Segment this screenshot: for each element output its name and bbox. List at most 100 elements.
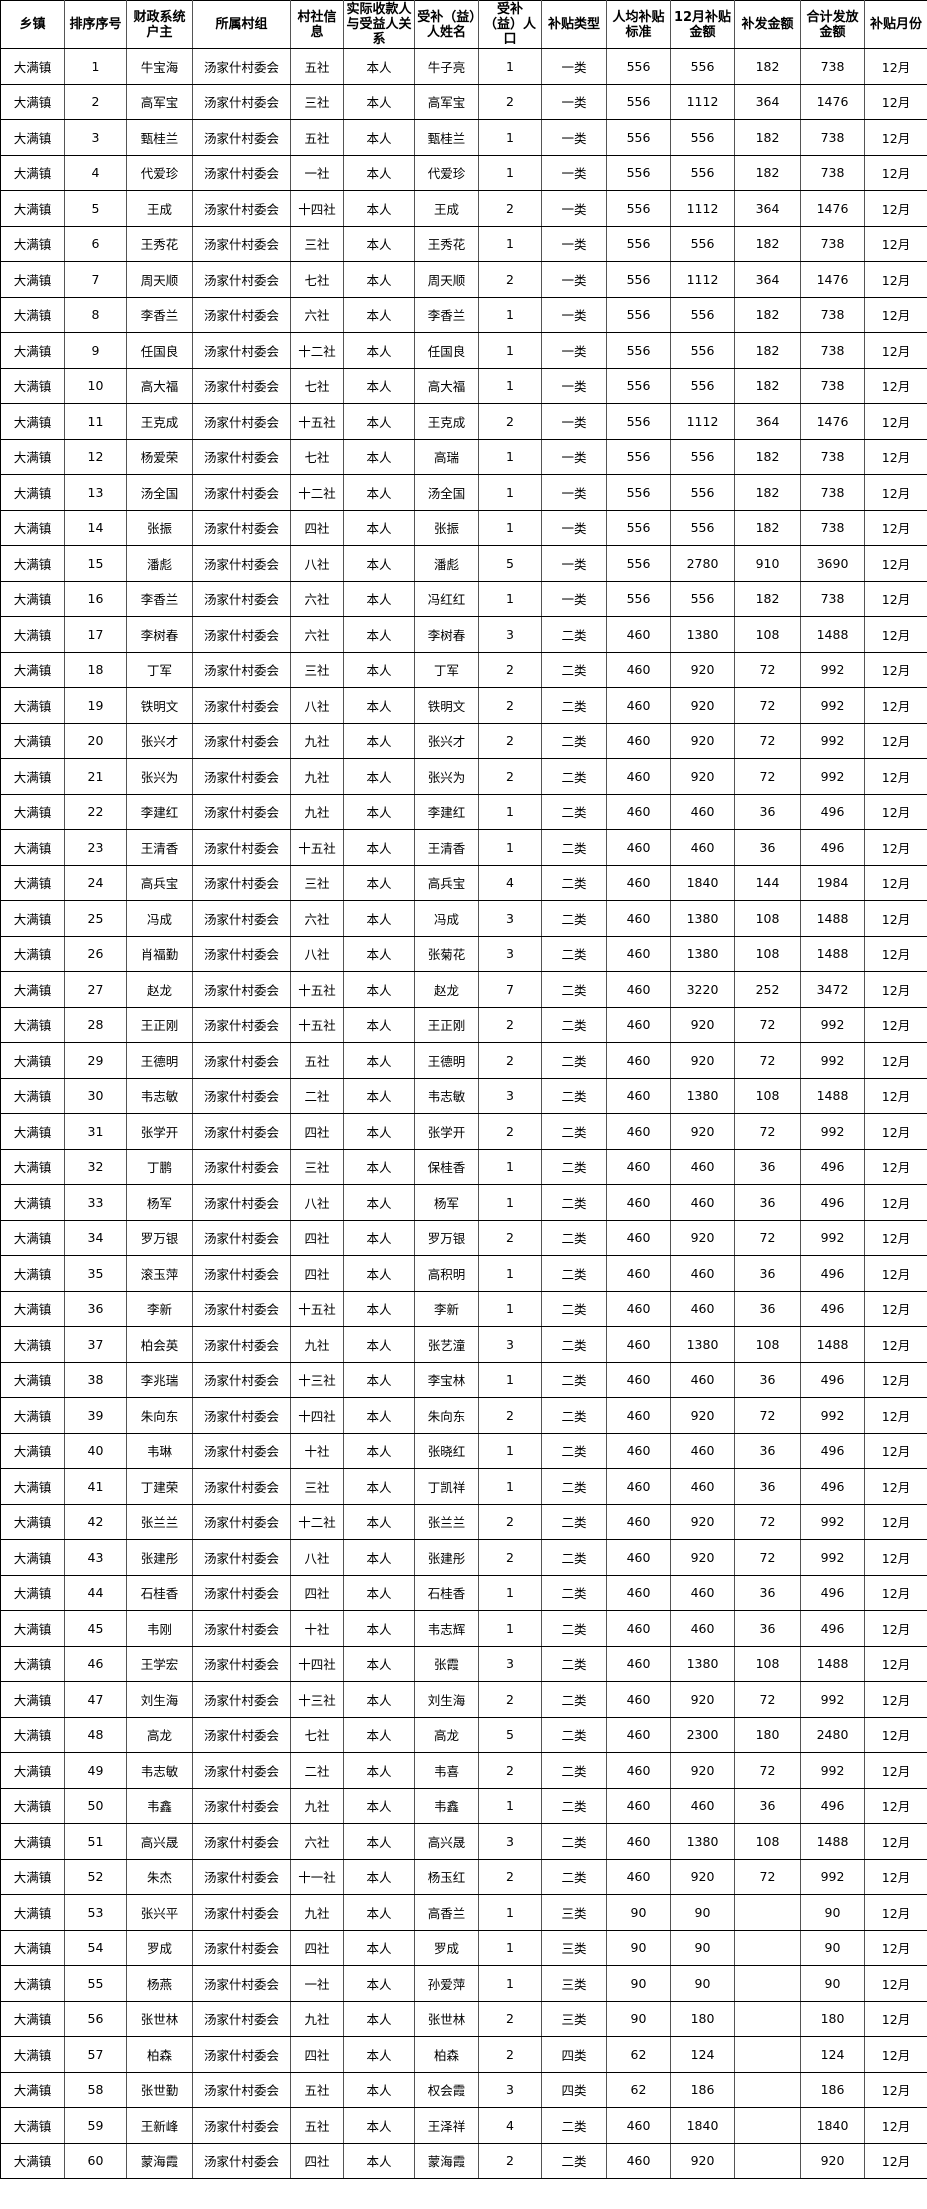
cell-subsidy-type: 二类 (541, 1255, 607, 1292)
cell-subsidy-type: 一类 (541, 332, 607, 369)
cell-per-capita-standard: 460 (606, 1397, 671, 1434)
cell-beneficiary-count: 2 (478, 83, 542, 120)
cell-per-capita-standard: 556 (606, 261, 671, 298)
cell-group-info: 二社 (290, 1077, 344, 1114)
cell-subsidy-type: 二类 (541, 1752, 607, 1789)
cell-subsidy-type: 二类 (541, 1503, 607, 1540)
cell-subsidy-type: 一类 (541, 403, 607, 440)
cell-back-pay: 72 (734, 1681, 801, 1718)
cell-subsidy-type: 二类 (541, 829, 607, 866)
cell-back-pay: 108 (734, 1077, 801, 1114)
cell-subsidy-type: 二类 (541, 1645, 607, 1682)
cell-december-amount: 556 (670, 154, 735, 191)
cell-subsidy-type: 二类 (541, 722, 607, 759)
cell-village: 汤家什村委会 (192, 1894, 291, 1931)
cell-household-head: 石桂香 (126, 1574, 193, 1611)
cell-relation: 本人 (343, 1113, 415, 1150)
cell-total-amount: 992 (800, 722, 865, 759)
cell-subsidy-month: 12月 (864, 1716, 927, 1753)
cell-back-pay: 36 (734, 1255, 801, 1292)
cell-beneficiary-name: 王德明 (414, 1042, 479, 1079)
cell-back-pay: 72 (734, 1539, 801, 1576)
table-row: 大满镇 49 韦志敏 汤家什村委会 二社 本人 韦喜 2 二类 460 920 72 992 12月 (0, 1752, 927, 1789)
cell-town: 大满镇 (0, 1006, 65, 1043)
table-row: 大满镇 28 王正刚 汤家什村委会 十五社 本人 王正刚 2 二类 460 920 72 992 12月 (0, 1006, 927, 1043)
table-row: 大满镇 31 张学开 汤家什村委会 四社 本人 张学开 2 二类 460 920 72 992 12月 (0, 1113, 927, 1150)
cell-group-info: 十社 (290, 1432, 344, 1469)
cell-town: 大满镇 (0, 2036, 65, 2073)
cell-household-head: 李兆瑞 (126, 1361, 193, 1398)
cell-back-pay: 182 (734, 509, 801, 546)
cell-subsidy-month: 12月 (864, 935, 927, 972)
cell-december-amount: 920 (670, 1113, 735, 1150)
cell-group-info: 十四社 (290, 190, 344, 227)
cell-town: 大满镇 (0, 296, 65, 333)
cell-relation: 本人 (343, 900, 415, 937)
cell-subsidy-month: 12月 (864, 1752, 927, 1789)
cell-back-pay: 182 (734, 580, 801, 617)
cell-total-amount: 496 (800, 1290, 865, 1327)
cell-seq-no: 50 (64, 1787, 127, 1824)
cell-total-amount: 1488 (800, 1326, 865, 1363)
cell-beneficiary-count: 1 (478, 474, 542, 511)
cell-village: 汤家什村委会 (192, 509, 291, 546)
cell-subsidy-type: 二类 (541, 616, 607, 653)
cell-beneficiary-name: 朱向东 (414, 1397, 479, 1434)
cell-group-info: 三社 (290, 83, 344, 120)
cell-subsidy-type: 一类 (541, 261, 607, 298)
cell-per-capita-standard: 556 (606, 119, 671, 156)
cell-per-capita-standard: 556 (606, 332, 671, 369)
cell-subsidy-type: 二类 (541, 1042, 607, 1079)
cell-village: 汤家什村委会 (192, 1574, 291, 1611)
cell-beneficiary-count: 5 (478, 1716, 542, 1753)
cell-village: 汤家什村委会 (192, 1610, 291, 1647)
cell-village: 汤家什村委会 (192, 1645, 291, 1682)
cell-total-amount: 180 (800, 2000, 865, 2037)
cell-village: 汤家什村委会 (192, 1184, 291, 1221)
cell-december-amount: 556 (670, 509, 735, 546)
cell-group-info: 四社 (290, 1219, 344, 1256)
cell-beneficiary-name: 韦志敏 (414, 1077, 479, 1114)
cell-total-amount: 1488 (800, 1077, 865, 1114)
cell-group-info: 四社 (290, 1255, 344, 1292)
cell-town: 大满镇 (0, 1113, 65, 1150)
cell-december-amount: 460 (670, 1255, 735, 1292)
cell-town: 大满镇 (0, 758, 65, 795)
cell-group-info: 一社 (290, 154, 344, 191)
cell-back-pay: 72 (734, 1219, 801, 1256)
table-row: 大满镇 34 罗万银 汤家什村委会 四社 本人 罗万银 2 二类 460 920 72 992 12月 (0, 1219, 927, 1256)
cell-group-info: 十五社 (290, 829, 344, 866)
cell-group-info: 九社 (290, 1326, 344, 1363)
cell-total-amount: 496 (800, 1468, 865, 1505)
cell-per-capita-standard: 460 (606, 1361, 671, 1398)
cell-seq-no: 26 (64, 935, 127, 972)
cell-seq-no: 13 (64, 474, 127, 511)
table-row: 大满镇 36 李新 汤家什村委会 十五社 本人 李新 1 二类 460 460 36 496 12月 (0, 1290, 927, 1327)
cell-subsidy-type: 四类 (541, 2071, 607, 2108)
cell-per-capita-standard: 556 (606, 225, 671, 262)
cell-subsidy-month: 12月 (864, 1468, 927, 1505)
cell-subsidy-month: 12月 (864, 1006, 927, 1043)
cell-town: 大满镇 (0, 1326, 65, 1363)
table-row: 大满镇 5 王成 汤家什村委会 十四社 本人 王成 2 一类 556 1112 364 1476 12月 (0, 190, 927, 227)
cell-december-amount: 1112 (670, 83, 735, 120)
cell-town: 大满镇 (0, 1077, 65, 1114)
cell-village: 汤家什村委会 (192, 793, 291, 830)
cell-december-amount: 1840 (670, 864, 735, 901)
cell-subsidy-type: 四类 (541, 2036, 607, 2073)
table-row: 大满镇 48 高龙 汤家什村委会 七社 本人 高龙 5 二类 460 2300 180 2480 12月 (0, 1716, 927, 1753)
cell-relation: 本人 (343, 1965, 415, 2002)
cell-back-pay: 36 (734, 1787, 801, 1824)
cell-seq-no: 51 (64, 1823, 127, 1860)
cell-town: 大满镇 (0, 1468, 65, 1505)
cell-december-amount: 460 (670, 829, 735, 866)
cell-village: 汤家什村委会 (192, 971, 291, 1008)
cell-town: 大满镇 (0, 119, 65, 156)
cell-seq-no: 16 (64, 580, 127, 617)
cell-seq-no: 59 (64, 2107, 127, 2144)
cell-village: 汤家什村委会 (192, 1787, 291, 1824)
cell-per-capita-standard: 460 (606, 1610, 671, 1647)
cell-subsidy-month: 12月 (864, 1148, 927, 1185)
cell-beneficiary-count: 1 (478, 1787, 542, 1824)
